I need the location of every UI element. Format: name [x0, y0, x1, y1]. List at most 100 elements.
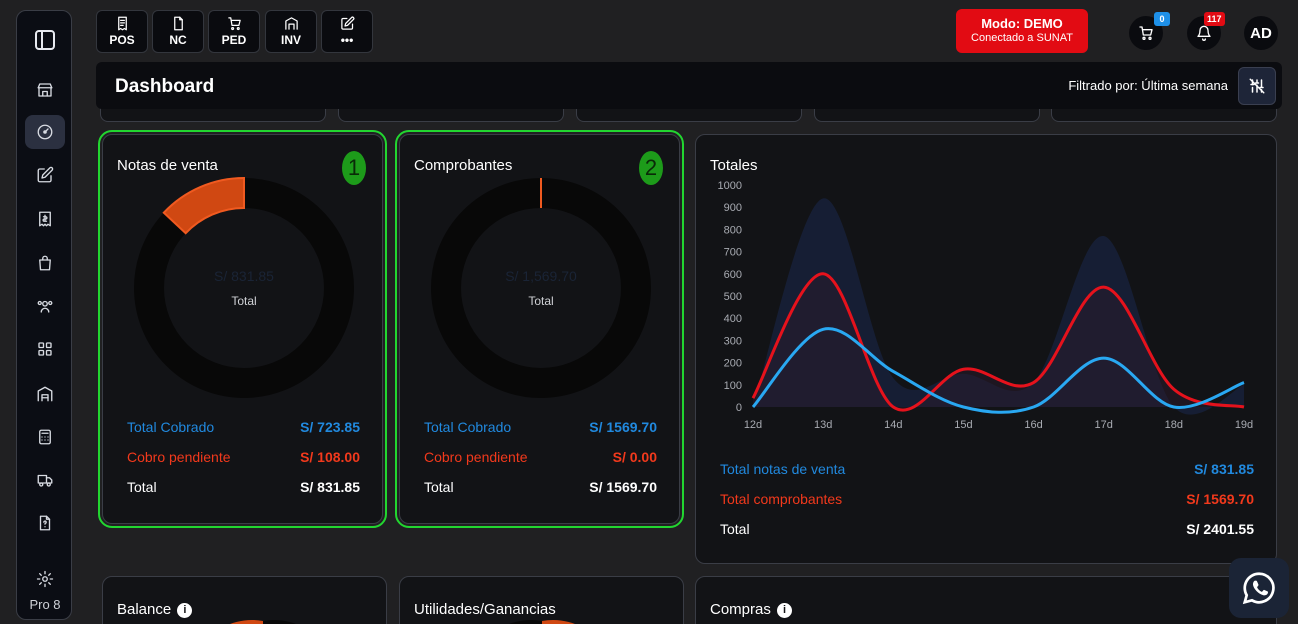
sidebar-item-apps[interactable]	[25, 332, 65, 366]
cart-count-badge: 0	[1154, 12, 1170, 26]
card-title: Comprobantes	[414, 157, 513, 174]
y-tick-label: 800	[724, 224, 742, 236]
sidebar-item-edit[interactable]	[25, 158, 65, 192]
shopping-bag-icon	[39, 255, 51, 271]
card-title: Balance	[117, 601, 172, 618]
balance-card: Balance i	[102, 576, 387, 624]
users-icon	[37, 300, 53, 313]
calculator-icon	[39, 429, 51, 445]
sidebar-item-receipts[interactable]	[25, 202, 65, 236]
y-tick-label: 300	[724, 335, 742, 347]
x-tick-label: 19d	[1235, 419, 1253, 431]
compras-card: Compras i	[695, 576, 1277, 624]
cobro-pendiente-row: Cobro pendiente S/ 0.00	[424, 449, 657, 465]
card-number-badge: 2	[639, 151, 663, 185]
utilidades-card: Utilidades/Ganancias	[399, 576, 684, 624]
apps-grid-icon	[38, 342, 52, 356]
quick-ped-button[interactable]: PED	[208, 10, 260, 53]
y-tick-label: 400	[724, 313, 742, 325]
x-tick-label: 15d	[954, 419, 972, 431]
quick-inv-button[interactable]: INV	[265, 10, 317, 53]
filter-off-icon	[1249, 78, 1265, 94]
comprobantes-card: Comprobantes 2 S/ 1,569.70 Total Total C…	[395, 130, 684, 528]
filter-label: Filtrado por: Última semana	[1068, 78, 1228, 93]
card-title: Compras	[710, 601, 771, 618]
y-tick-label: 900	[724, 202, 742, 214]
demo-mode-badge[interactable]: Modo: DEMO Conectado a SUNAT	[956, 9, 1088, 53]
card-title: Totales	[710, 157, 758, 174]
sidebar-toggle-icon[interactable]	[33, 28, 57, 52]
sidebar-item-store[interactable]	[25, 73, 65, 107]
user-avatar[interactable]: AD	[1244, 16, 1278, 50]
receipt-icon	[39, 211, 51, 227]
quick-nc-button[interactable]: NC	[152, 10, 204, 53]
y-tick-label: 200	[724, 358, 742, 370]
info-icon[interactable]: i	[177, 603, 193, 618]
card-number-badge: 1	[342, 151, 366, 185]
quick-pos-button[interactable]: POS	[96, 10, 148, 53]
bell-icon	[1197, 25, 1211, 41]
page-title: Dashboard	[115, 76, 215, 97]
document-help-icon	[39, 515, 51, 531]
comprobantes-donut-chart: S/ 1,569.70 Total	[431, 178, 651, 398]
dashboard-header: Dashboard Filtrado por: Última semana	[96, 62, 1282, 109]
filter-button[interactable]	[1238, 67, 1276, 105]
y-tick-label: 700	[724, 247, 742, 259]
notifications-button[interactable]: 117	[1187, 12, 1225, 50]
whatsapp-button[interactable]	[1229, 558, 1289, 618]
total-comprobantes-row: Total comprobantes S/ 1569.70	[720, 491, 1254, 507]
card-title: Notas de venta	[117, 157, 218, 174]
sidebar-item-settings[interactable]	[25, 562, 65, 596]
donut-center-label: Total	[231, 294, 256, 308]
notas-donut-chart: S/ 831.85 Total	[134, 177, 354, 398]
app-version: Pro 8	[29, 597, 61, 612]
sidebar-item-delivery[interactable]	[25, 463, 65, 497]
total-cobrado-row: Total Cobrado S/ 1569.70	[424, 419, 657, 435]
notification-count-badge: 117	[1204, 12, 1225, 26]
sidebar-item-dashboard[interactable]	[25, 115, 65, 149]
x-tick-label: 16d	[1024, 419, 1042, 431]
whatsapp-icon	[1242, 572, 1275, 605]
y-tick-label: 100	[724, 380, 742, 392]
warehouse-icon	[37, 386, 53, 402]
y-tick-label: 500	[724, 291, 742, 303]
sidebar-item-users[interactable]	[25, 289, 65, 323]
total-general-row: Total S/ 2401.55	[720, 521, 1254, 537]
cart-icon	[227, 17, 241, 31]
notas-venta-card: Notas de venta 1 S/ 831.85 Total Total C…	[98, 130, 387, 528]
totales-card: Totales 0 100 200 300 400 500 600 700 800 900 1000…	[695, 134, 1277, 564]
edit-icon	[37, 166, 54, 183]
x-tick-label: 13d	[814, 419, 832, 431]
edit-icon	[340, 16, 354, 30]
cobro-pendiente-row: Cobro pendiente S/ 108.00	[127, 449, 360, 465]
warehouse-icon	[284, 17, 298, 30]
series-red-line	[751, 272, 1245, 412]
y-tick-label: 600	[724, 269, 742, 281]
total-row: Total S/ 831.85	[127, 479, 360, 495]
x-tick-label: 12d	[744, 419, 762, 431]
x-tick-label: 18d	[1165, 419, 1183, 431]
donut-center-value: S/ 831.85	[214, 268, 274, 284]
y-tick-label: 1000	[718, 180, 742, 192]
info-icon[interactable]: i	[777, 603, 793, 618]
settings-gear-icon	[36, 570, 54, 588]
sidebar-item-documents[interactable]	[25, 506, 65, 540]
x-tick-label: 14d	[884, 419, 902, 431]
y-tick-label: 0	[736, 402, 742, 414]
card-title: Utilidades/Ganancias	[414, 601, 556, 618]
series-blue-line	[751, 327, 1245, 414]
dashboard-gauge-icon	[37, 124, 53, 140]
sidebar-item-purchases[interactable]	[25, 246, 65, 280]
donut-center-label: Total	[528, 294, 553, 308]
quick-more-button[interactable]: •••	[321, 10, 373, 53]
totales-line-chart: 0 100 200 300 400 500 600 700 800 900 1000 12d 13d 14…	[718, 180, 1254, 431]
receipt-icon	[117, 16, 127, 31]
sidebar-item-warehouse[interactable]	[25, 377, 65, 411]
sidebar-item-calculator[interactable]	[25, 420, 65, 454]
donut-center-value: S/ 1,569.70	[505, 268, 577, 284]
donut-segment-pendiente	[162, 177, 245, 235]
total-notas-row: Total notas de venta S/ 831.85	[720, 461, 1254, 477]
store-icon	[37, 83, 53, 97]
cart-button[interactable]: 0	[1129, 12, 1170, 50]
balance-donut-partial	[230, 619, 296, 624]
